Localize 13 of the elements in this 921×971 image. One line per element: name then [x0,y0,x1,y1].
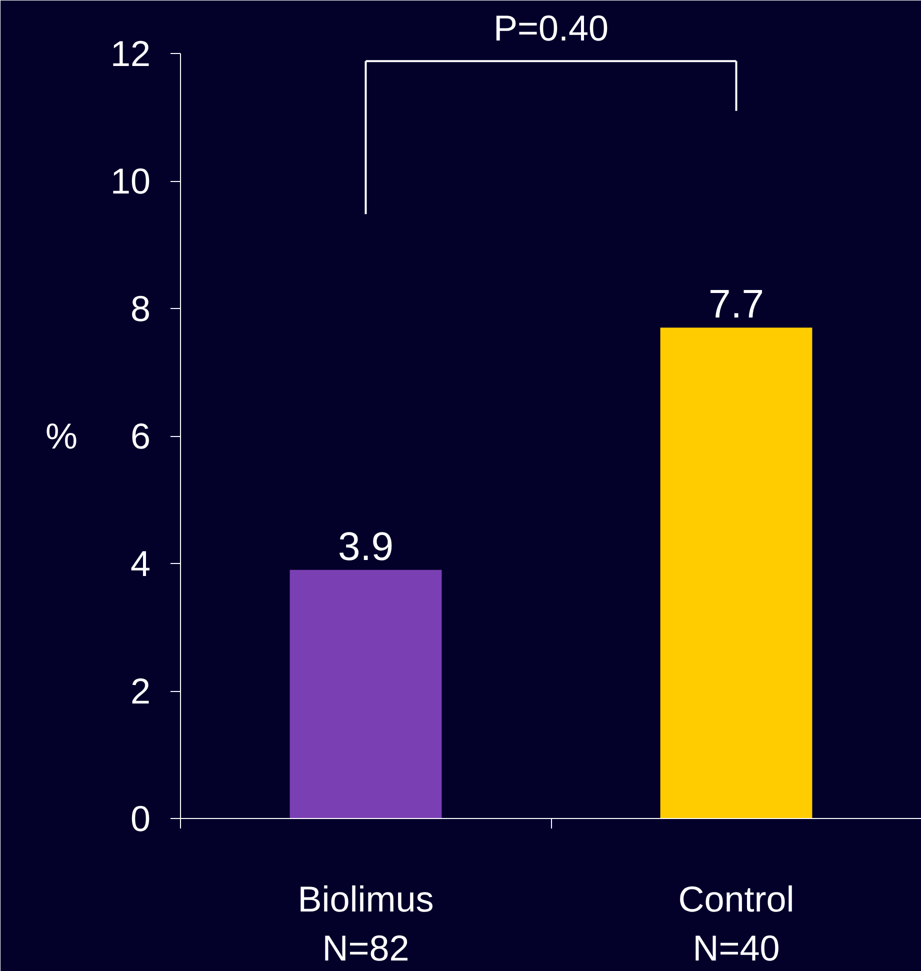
y-tick-label: 6 [130,416,151,456]
y-tick-label: 8 [130,288,151,329]
x-tick-label: Control N=40 [678,878,794,969]
y-tick-label: 0 [130,798,151,839]
data-label: 7.7 [708,282,764,327]
x-tick-label: Biolimus N=82 [298,878,434,969]
text: P=0.40 [493,8,609,48]
y-tick-label: 10 [110,160,151,202]
data-label: 3.9 [338,524,394,569]
y-tick-label: 12 [110,33,151,74]
y-tick-label: 2 [130,670,151,712]
y-axis-title: % [45,416,78,456]
y-tick-label: 4 [130,543,151,584]
